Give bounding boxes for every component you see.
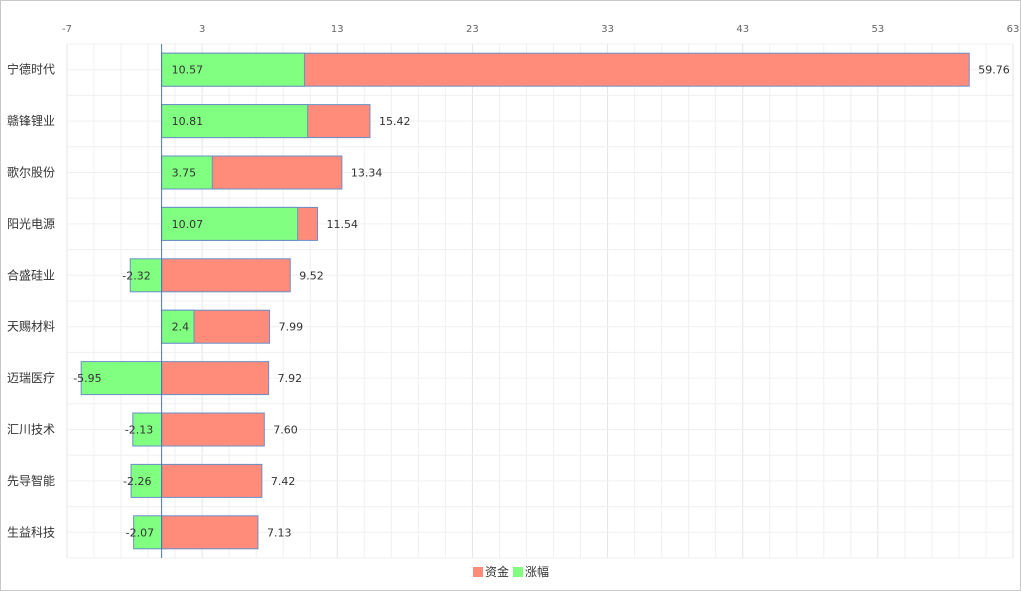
data-label-fund: 11.54 — [327, 218, 359, 231]
data-label-fund: 9.52 — [299, 269, 324, 282]
data-labels: 59.76 10.57 15.42 10.81 13.34 3.75 11.54 10.07 9… — [73, 64, 1010, 540]
data-label-fund: 7.92 — [278, 372, 303, 385]
bar-change[interactable] — [161, 155, 213, 190]
bar-fund[interactable] — [161, 463, 263, 498]
x-tick-label: 53 — [871, 24, 884, 35]
data-label-change: -2.32 — [122, 269, 150, 282]
category-label: 阳光电源 — [7, 217, 55, 231]
category-label: 合盛硅业 — [7, 267, 55, 282]
bar-fund[interactable] — [161, 515, 259, 550]
bar-change[interactable] — [161, 52, 305, 87]
data-label-change: -2.07 — [126, 526, 154, 539]
category-label: 汇川技术 — [7, 423, 55, 437]
category-label: 迈瑞医疗 — [7, 371, 55, 385]
bar-change[interactable] — [133, 515, 163, 550]
legend-swatch[interactable] — [473, 567, 483, 577]
data-label-change: 10.07 — [172, 218, 204, 231]
category-label: 生益科技 — [7, 525, 55, 539]
legend-label[interactable]: 资金 — [485, 564, 509, 579]
x-tick-label: 33 — [601, 24, 614, 35]
category-label: 宁德时代 — [7, 62, 55, 77]
data-label-fund: 13.34 — [351, 167, 383, 180]
bar-change[interactable] — [161, 309, 195, 344]
data-label-change: 3.75 — [172, 167, 197, 180]
x-tick-label: 63 — [1007, 24, 1020, 35]
bar-change[interactable] — [161, 206, 299, 241]
bar-change[interactable] — [132, 412, 163, 447]
data-label-change: 10.57 — [172, 64, 204, 77]
data-label-change: -2.26 — [123, 475, 151, 488]
legend[interactable]: 资金 涨幅 — [473, 564, 549, 579]
category-label: 赣锋锂业 — [7, 113, 55, 128]
bar-fund[interactable] — [161, 258, 291, 293]
data-label-change: 10.81 — [172, 115, 204, 128]
data-label-fund: 7.99 — [279, 321, 304, 334]
bar-change[interactable] — [130, 463, 163, 498]
bar-change[interactable] — [80, 361, 163, 396]
data-label-change: 2.4 — [172, 321, 190, 334]
bar-fund[interactable] — [161, 412, 265, 447]
data-label-fund: 59.76 — [978, 64, 1010, 77]
bar-change[interactable] — [161, 104, 309, 139]
x-tick-label: -7 — [62, 24, 72, 35]
bar-fund[interactable] — [161, 361, 270, 396]
x-tick-label: 13 — [331, 24, 344, 35]
bar-change[interactable] — [129, 258, 163, 293]
x-axis-ticks: -7 3 13 23 33 43 53 63 — [62, 24, 1019, 35]
category-label: 天赐材料 — [7, 320, 55, 334]
x-tick-label: 43 — [736, 24, 749, 35]
data-label-fund: 15.42 — [379, 115, 411, 128]
data-label-change: -5.95 — [73, 372, 101, 385]
legend-swatch[interactable] — [513, 567, 523, 577]
category-label: 歌尔股份 — [7, 165, 55, 180]
category-label: 先导智能 — [7, 473, 55, 488]
x-tick-label: 23 — [466, 24, 479, 35]
data-label-change: -2.13 — [125, 424, 153, 437]
data-label-fund: 7.13 — [267, 526, 292, 539]
legend-label[interactable]: 涨幅 — [525, 564, 549, 579]
data-label-fund: 7.60 — [273, 424, 298, 437]
data-label-fund: 7.42 — [271, 475, 296, 488]
x-tick-label: 3 — [199, 24, 205, 35]
